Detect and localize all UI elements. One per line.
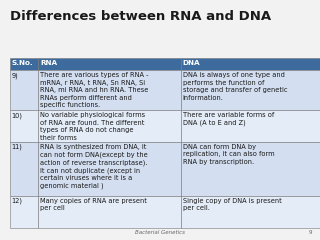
Bar	[10, 196, 38, 228]
Bar	[38, 70, 181, 110]
Text: Single copy of DNA is present
per cell.: Single copy of DNA is present per cell.	[183, 198, 282, 211]
Text: Differences between RNA and DNA: Differences between RNA and DNA	[10, 10, 271, 23]
Bar	[38, 142, 181, 196]
Text: There are various types of RNA -
mRNA, r RNA, t RNA, Sn RNA, Si
RNA, mi RNA and : There are various types of RNA - mRNA, r…	[40, 72, 149, 108]
Bar	[181, 58, 320, 70]
Bar	[181, 142, 320, 196]
Text: 9): 9)	[12, 72, 18, 79]
Bar	[10, 70, 38, 110]
Bar	[181, 196, 320, 228]
Text: No variable physiological forms
of RNA are found. The different
types of RNA do : No variable physiological forms of RNA a…	[40, 112, 146, 141]
Text: There are variable forms of
DNA (A to E and Z): There are variable forms of DNA (A to E …	[183, 112, 274, 126]
Text: 11): 11)	[12, 144, 22, 150]
Text: DNA can form DNA by
replication, it can also form
RNA by transcription.: DNA can form DNA by replication, it can …	[183, 144, 274, 165]
Bar	[38, 196, 181, 228]
Bar	[10, 58, 38, 70]
Bar	[181, 110, 320, 142]
Bar	[38, 58, 181, 70]
Text: 12): 12)	[12, 198, 22, 204]
Bar	[10, 142, 38, 196]
Bar	[10, 110, 38, 142]
Bar	[181, 70, 320, 110]
Text: S.No.: S.No.	[12, 60, 33, 66]
Text: 10): 10)	[12, 112, 22, 119]
Text: Bacterial Genetics: Bacterial Genetics	[135, 230, 185, 235]
Text: Many copies of RNA are present
per cell: Many copies of RNA are present per cell	[40, 198, 147, 211]
Text: DNA is always of one type and
performs the function of
storage and transfer of g: DNA is always of one type and performs t…	[183, 72, 287, 101]
Bar	[38, 110, 181, 142]
Text: RNA is synthesized from DNA, it
can not form DNA(except by the
action of reverse: RNA is synthesized from DNA, it can not …	[40, 144, 148, 189]
Text: 9: 9	[308, 230, 312, 235]
Text: RNA: RNA	[40, 60, 58, 66]
Text: DNA: DNA	[183, 60, 200, 66]
